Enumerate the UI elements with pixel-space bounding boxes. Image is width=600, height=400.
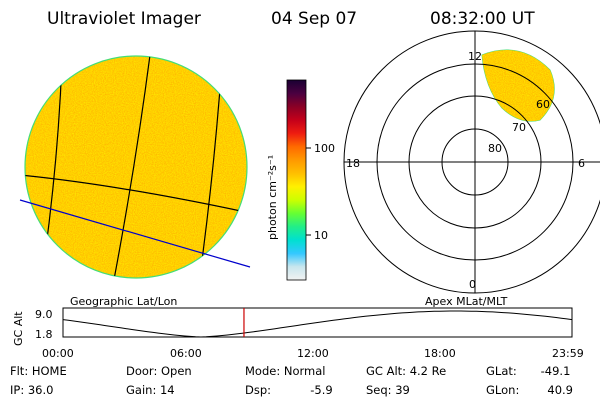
status-glat: GLat: -49.1 (486, 364, 571, 378)
altitude-timeline: GC Alt 9.0 1.8 00:00 06:00 12:00 18:00 2… (12, 307, 584, 360)
geographic-image-panel (19, 55, 251, 279)
timeline-xtick-0600: 06:00 (170, 347, 202, 360)
status-gain: Gain: 14 (126, 383, 175, 397)
mlat-label-80: 80 (488, 142, 502, 155)
instrument-title: Ultraviolet Imager (47, 9, 201, 29)
altitude-curve (62, 310, 573, 338)
status-seq: Seq: 39 (366, 383, 410, 397)
auroral-intensity-speckle (25, 56, 247, 278)
date-label: 04 Sep 07 (271, 9, 358, 29)
status-ip: IP: 36.0 (10, 383, 54, 397)
mlt-label-18: 18 (346, 157, 360, 170)
parallel-line-1 (25, 174, 247, 214)
time-label: 08:32:00 UT (430, 9, 535, 29)
status-flt: Flt: HOME (10, 364, 67, 378)
timeline-xtick-1200: 12:00 (297, 347, 329, 360)
colorbar-tick-label-100: 100 (314, 142, 335, 155)
status-glon: GLon: 40.9 (486, 383, 573, 397)
mlat-label-60: 60 (536, 98, 550, 111)
mlt-label-0: 0 (469, 278, 476, 291)
timeline-frame (62, 307, 573, 338)
polar-grid (343, 30, 600, 294)
polar-caption: Apex MLat/MLT (425, 295, 508, 308)
terminator-line (19, 199, 251, 268)
timeline-xtick-2359: 23:59 (552, 347, 584, 360)
status-dsp: Dsp: -5.9 (245, 383, 333, 397)
disk-limb (24, 55, 248, 279)
polar-plot-panel: 12 18 6 0 60 70 80 (343, 30, 600, 294)
colorbar-rect (286, 79, 307, 281)
timeline-ylabel: GC Alt (12, 311, 25, 346)
aurora-oval-speckle (482, 50, 555, 122)
status-door: Door: Open (126, 364, 192, 378)
colorbar-tick-label-10: 10 (314, 229, 328, 242)
status-gc-alt: GC Alt: 4.2 Re (366, 364, 447, 378)
mlt-label-6: 6 (578, 157, 585, 170)
timeline-xtick-1800: 18:00 (424, 347, 456, 360)
geographic-caption: Geographic Lat/Lon (70, 295, 177, 308)
meridian-line-2 (111, 56, 151, 278)
timeline-xtick-0000: 00:00 (42, 347, 74, 360)
colorbar: 100 10 photon cm⁻²s⁻¹ (266, 79, 335, 281)
timeline-ytick-9: 9.0 (35, 308, 53, 321)
mlt-label-12: 12 (468, 50, 482, 63)
status-mode: Mode: Normal (245, 364, 326, 378)
mlat-label-70: 70 (512, 121, 526, 134)
colorbar-unit-label: photon cm⁻²s⁻¹ (266, 155, 279, 240)
timeline-ytick-1-8: 1.8 (35, 328, 53, 341)
